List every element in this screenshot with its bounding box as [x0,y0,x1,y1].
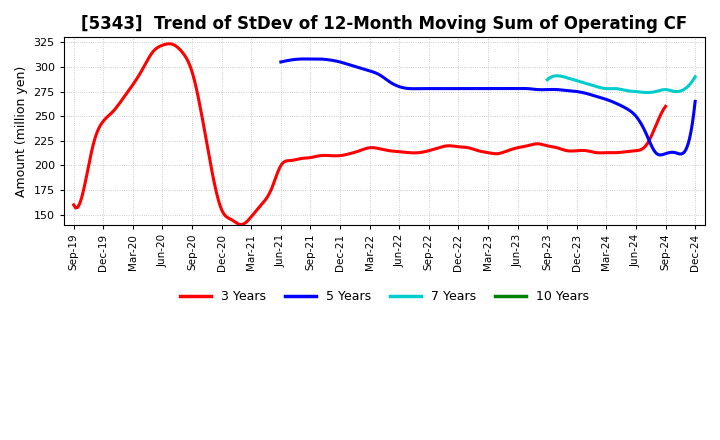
Legend: 3 Years, 5 Years, 7 Years, 10 Years: 3 Years, 5 Years, 7 Years, 10 Years [175,285,594,308]
Title: [5343]  Trend of StDev of 12-Month Moving Sum of Operating CF: [5343] Trend of StDev of 12-Month Moving… [81,15,688,33]
Y-axis label: Amount (million yen): Amount (million yen) [15,66,28,197]
